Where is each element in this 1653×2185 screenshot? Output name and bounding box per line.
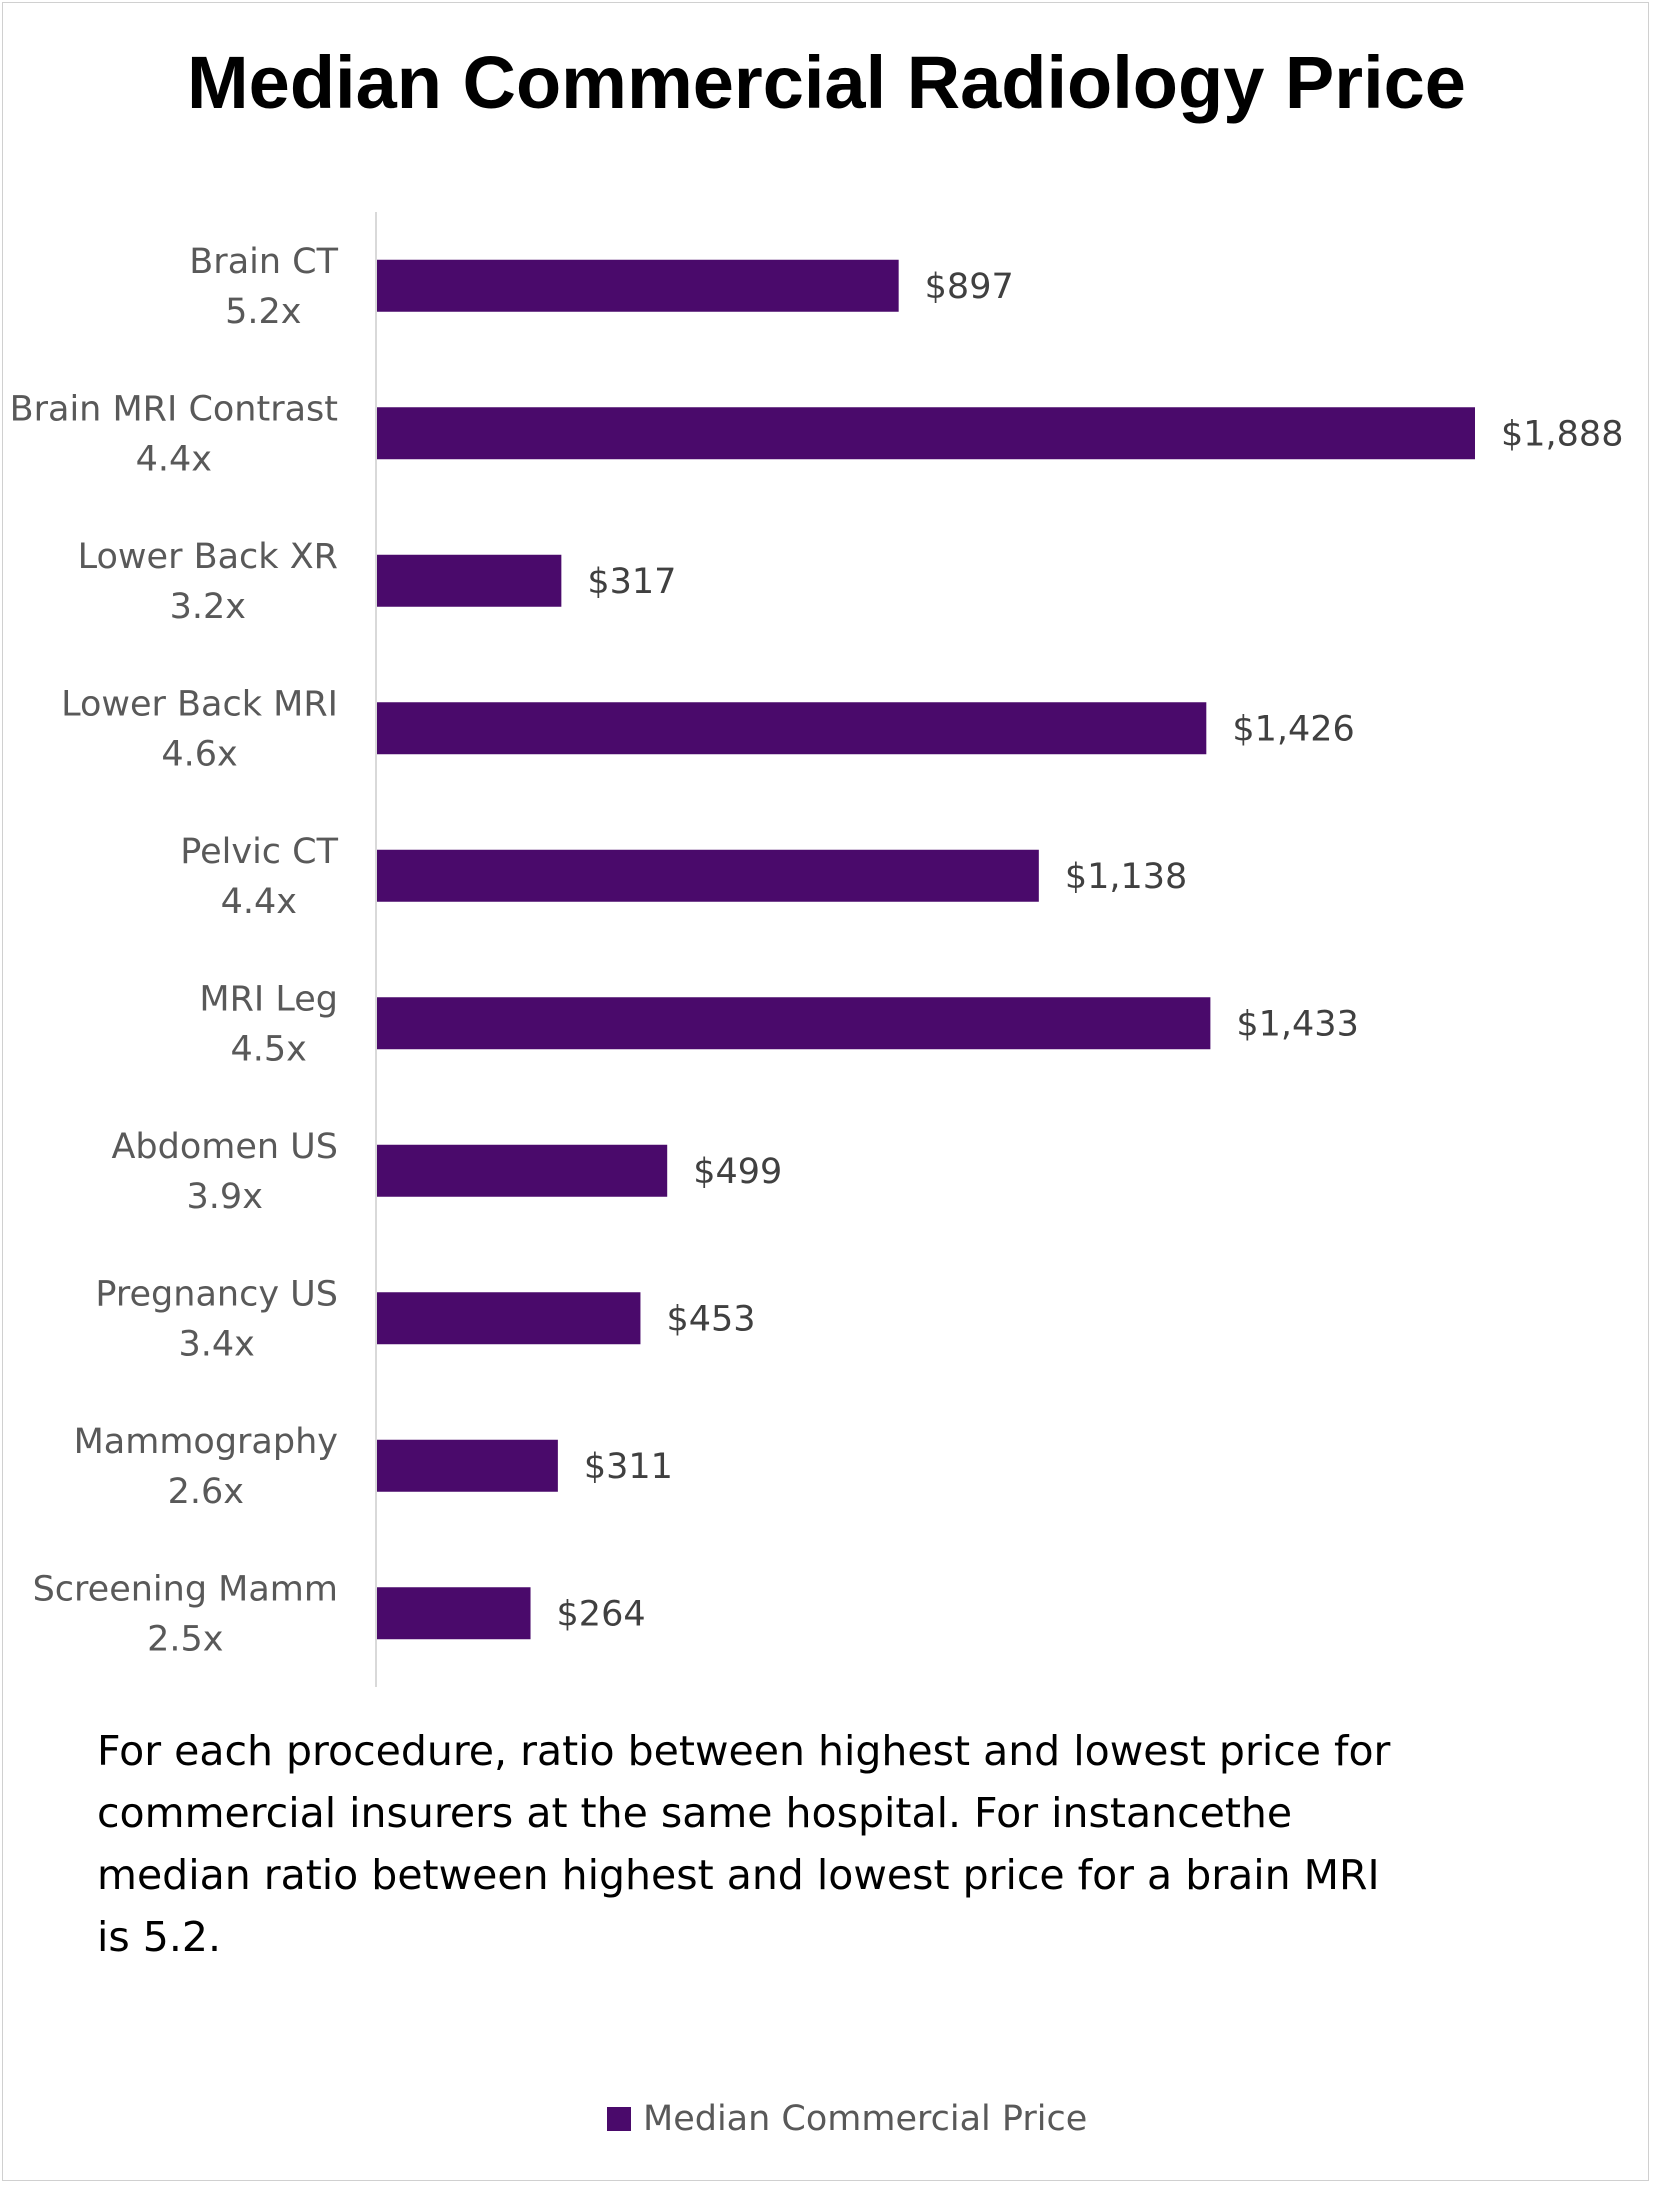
bar (377, 1292, 641, 1345)
category-ratio: 3.9x (187, 1177, 263, 1217)
data-label: $1,138 (1065, 857, 1187, 897)
data-label: $897 (925, 267, 1014, 307)
category-label: Brain CT 5.2x (189, 242, 338, 332)
category-name: Screening Mamm (33, 1569, 338, 1609)
category-ratio: 2.6x (168, 1472, 244, 1512)
category-label: Screening Mamm 2.5x (33, 1569, 338, 1659)
category-ratio: 2.5x (147, 1619, 223, 1659)
legend-label: Median Commercial Price (643, 2099, 1088, 2139)
category-ratio: 4.4x (136, 439, 212, 479)
bar-chart: Brain CT 5.2x $897 Brain MRI Contrast 4.4x $1… (10, 212, 1623, 1687)
bar (377, 997, 1211, 1050)
category-label: Pregnancy US 3.4x (95, 1274, 338, 1364)
category-ratio: 3.4x (179, 1324, 255, 1364)
legend-swatch (607, 2107, 631, 2131)
bar (377, 1144, 668, 1197)
category-label: Lower Back MRI 4.6x (61, 684, 338, 774)
bar (377, 1587, 531, 1640)
category-label: Lower Back XR 3.2x (78, 537, 338, 627)
data-label: $1,426 (1232, 709, 1354, 749)
category-name: Brain CT (189, 242, 338, 282)
data-label: $1,888 (1501, 414, 1623, 454)
category-label: MRI Leg 4.5x (199, 979, 338, 1069)
category-name: Brain MRI Contrast (10, 389, 338, 429)
category-name: MRI Leg (199, 979, 338, 1019)
category-ratio: 5.2x (225, 292, 301, 332)
legend: Median Commercial Price (607, 2094, 1087, 2144)
bar (377, 407, 1475, 460)
data-label: $453 (666, 1299, 755, 1339)
category-name: Lower Back MRI (61, 684, 338, 724)
category-label: Abdomen US 3.9x (111, 1127, 338, 1217)
chart-note: For each procedure, ratio between highes… (97, 1727, 1391, 1961)
category-label: Pelvic CT 4.4x (180, 832, 338, 922)
bar (377, 259, 899, 312)
category-ratio: 4.4x (221, 882, 297, 922)
category-label: Brain MRI Contrast 4.4x (10, 389, 338, 479)
category-label: Mammography 2.6x (74, 1422, 338, 1512)
bar (377, 1439, 558, 1492)
chart-title: Median Commercial Radiology Price (187, 41, 1466, 124)
category-name: Lower Back XR (78, 537, 338, 577)
data-label: $317 (587, 562, 676, 602)
category-ratio: 4.6x (161, 734, 237, 774)
category-name: Abdomen US (111, 1127, 338, 1167)
bar (377, 554, 562, 607)
category-name: Pregnancy US (95, 1274, 338, 1314)
category-ratio: 4.5x (231, 1029, 307, 1069)
category-ratio: 3.2x (170, 587, 246, 627)
data-label: $1,433 (1236, 1004, 1358, 1044)
data-label: $311 (584, 1447, 673, 1487)
bar (377, 702, 1207, 755)
bar (377, 849, 1039, 902)
category-name: Mammography (74, 1422, 338, 1462)
data-label: $264 (557, 1594, 646, 1634)
data-label: $499 (693, 1152, 782, 1192)
category-name: Pelvic CT (180, 832, 338, 872)
